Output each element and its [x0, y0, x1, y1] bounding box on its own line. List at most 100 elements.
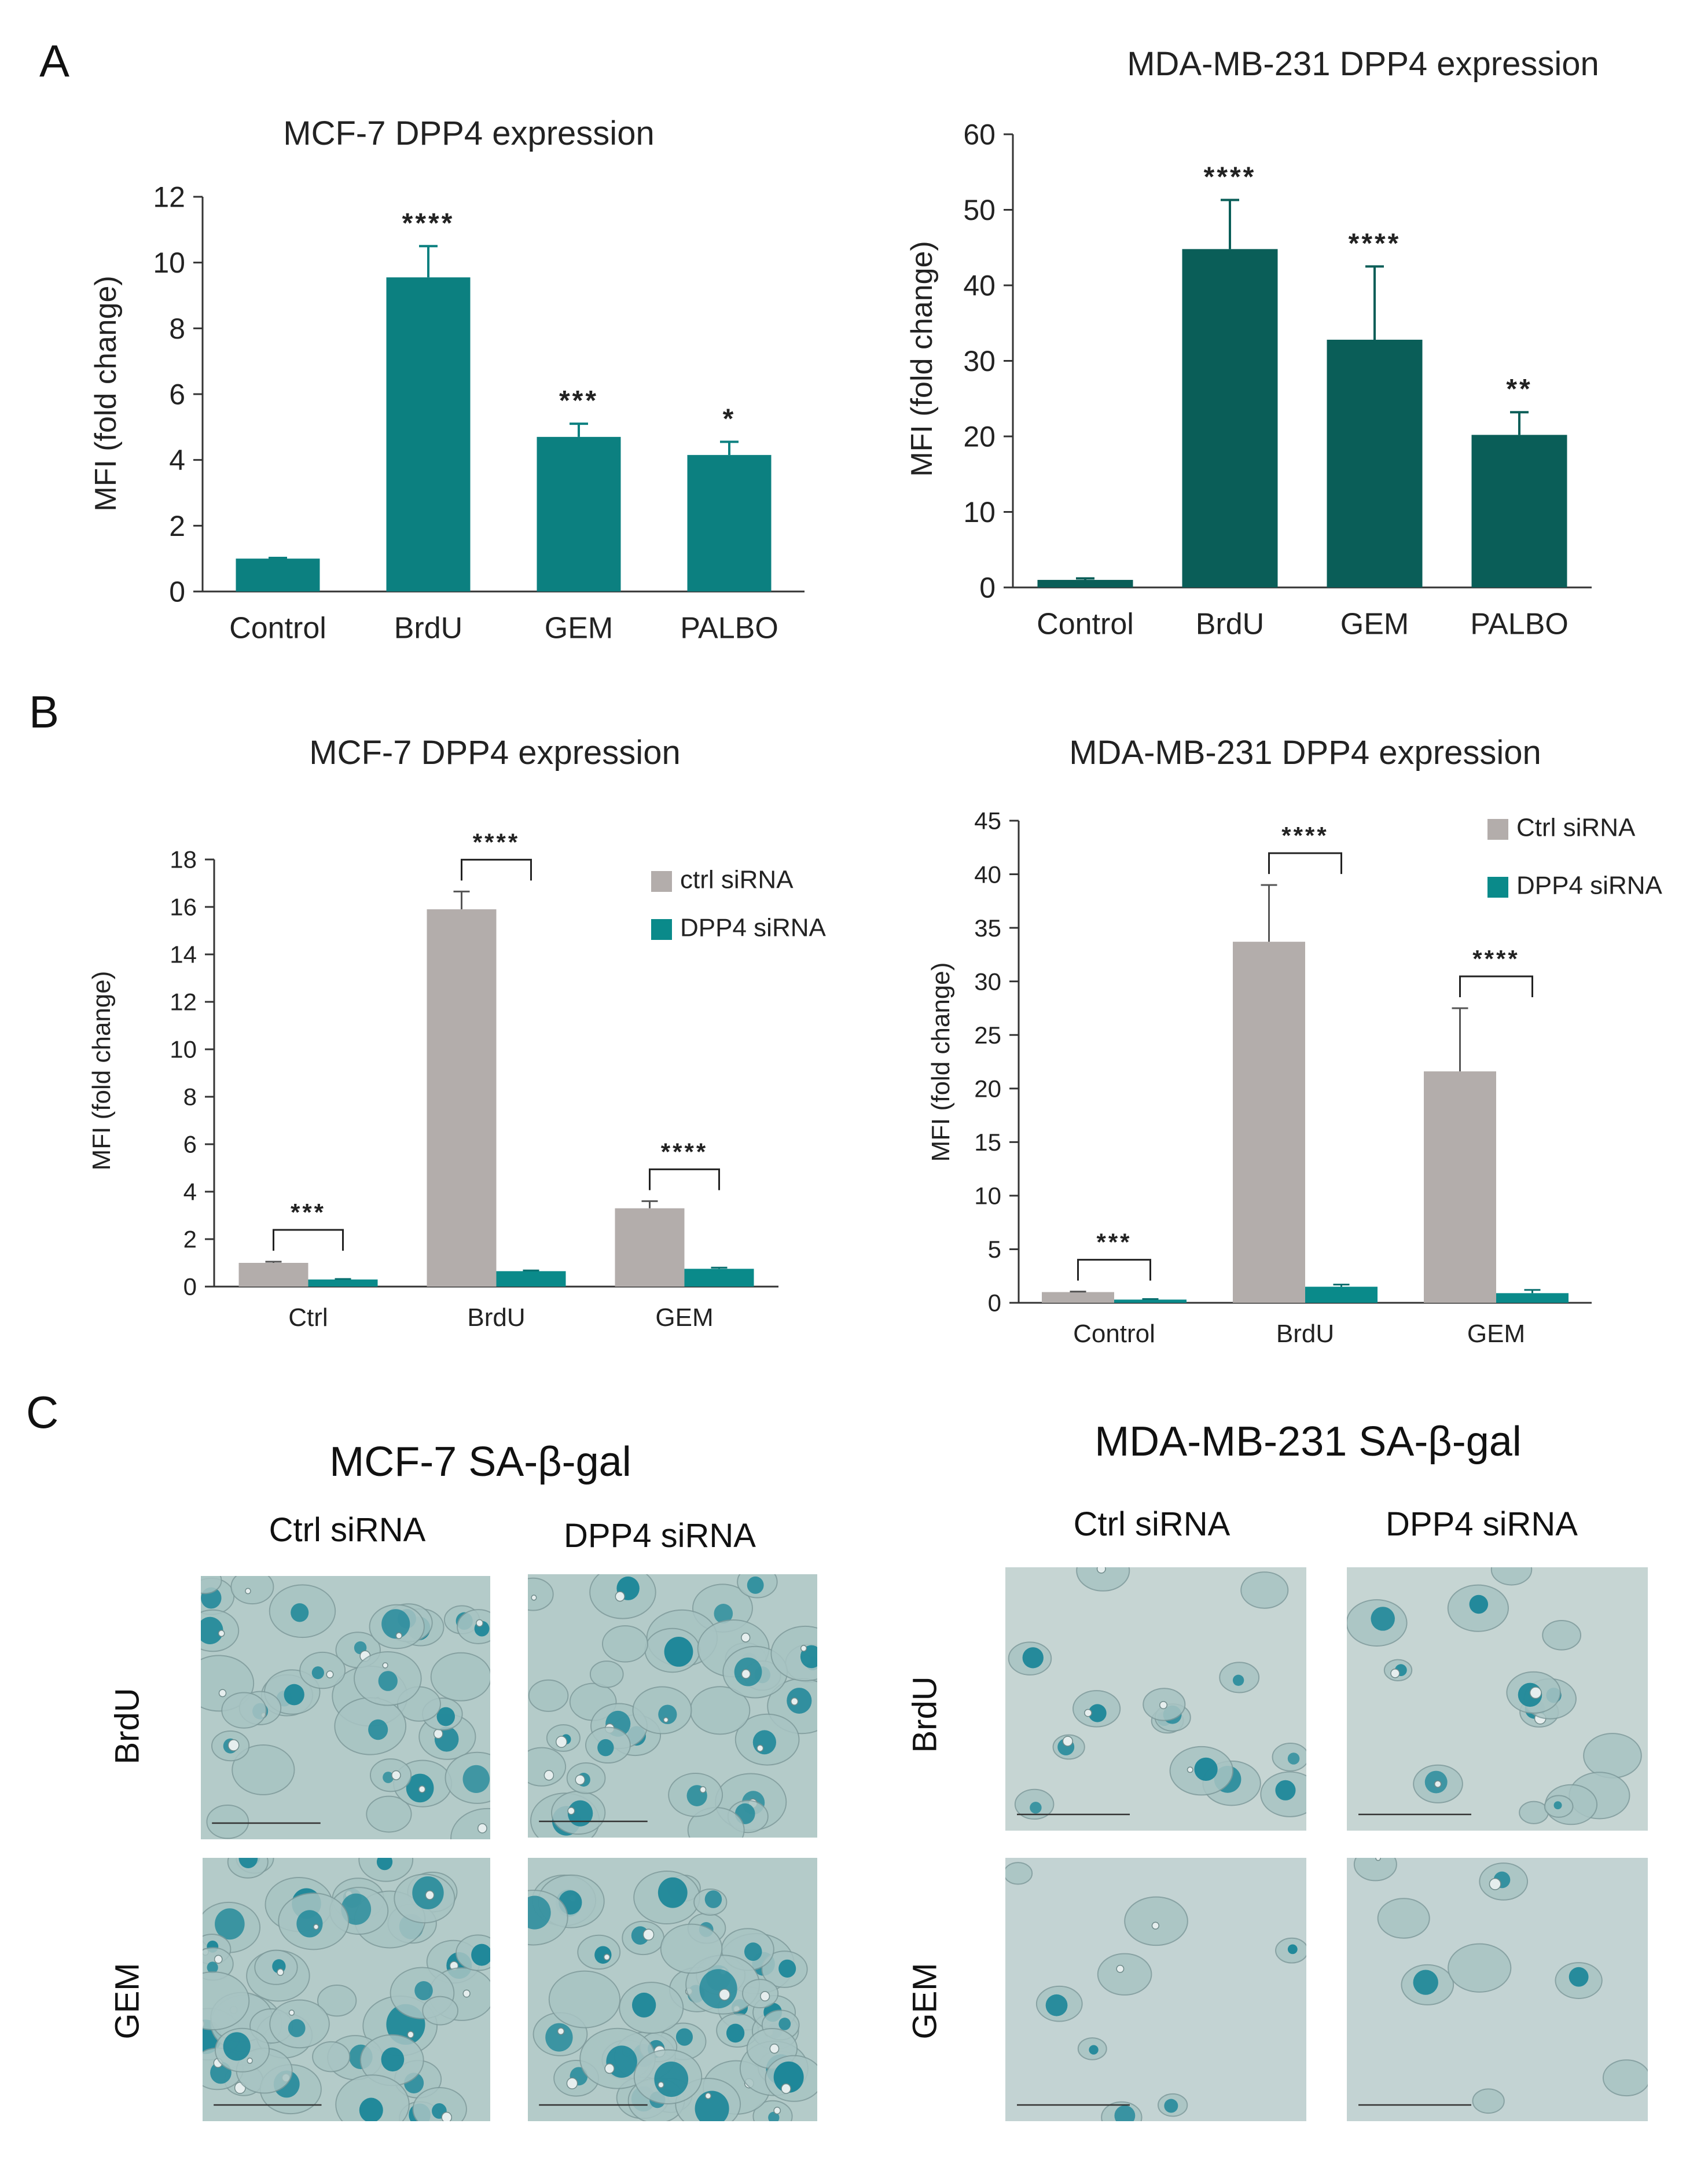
significance-label-gem: ****	[661, 1138, 708, 1165]
stain-spot	[778, 1959, 796, 1978]
vacuole	[227, 1739, 240, 1751]
bar-ctrl-sirna-brdu	[1233, 942, 1305, 1303]
micrograph-mcf7-brdu-ctrl	[201, 1576, 490, 1839]
y-tick-label: 10	[974, 1182, 1001, 1210]
stain-spot	[528, 1895, 551, 1930]
significance-label-brdu: ****	[1281, 822, 1328, 849]
cell-body	[1472, 2088, 1505, 2114]
bar-dpp4-sirna-ctrl	[308, 1279, 378, 1287]
vacuole	[477, 1823, 487, 1834]
cell-body	[312, 2041, 351, 2073]
bar-ctrl-sirna-ctrl	[238, 1263, 308, 1287]
significance-bracket-gem	[1459, 975, 1533, 997]
stain-spot	[1089, 2045, 1099, 2055]
micrograph-mda-brdu-ctrl	[1005, 1567, 1306, 1831]
stain-spot	[1232, 1674, 1244, 1686]
x-tick-label-control: Control	[1073, 1320, 1155, 1348]
x-tick-label-gem: GEM	[655, 1303, 713, 1332]
vacuole	[395, 1632, 402, 1640]
vacuole	[760, 1991, 770, 2002]
vacuole	[642, 1928, 655, 1941]
cell-body	[230, 1576, 274, 1605]
stain-spot	[658, 1877, 688, 1908]
chart-a-mcf7: MCF-7 DPP4 expression MFI (fold change) 0 2…	[89, 115, 805, 645]
y-tick-label: 6	[183, 1131, 197, 1158]
cell-body	[1448, 1943, 1512, 1993]
micrograph-title-mcf7: MCF-7 SA-β-gal	[329, 1439, 631, 1485]
stain-spot	[699, 1969, 737, 2009]
stain-spot	[654, 2061, 689, 2097]
legend-label-ctrl-sirna: ctrl siRNA	[680, 866, 794, 894]
stain-spot	[567, 1800, 593, 1827]
significance-label-brdu: ****	[1204, 162, 1257, 193]
bar-ctrl-sirna-gem	[1424, 1071, 1496, 1303]
vacuole	[663, 1717, 669, 1723]
stain-spot	[664, 1637, 693, 1667]
y-tick-label: 40	[974, 861, 1001, 888]
y-tick-label: 0	[183, 1273, 197, 1300]
vacuole	[769, 2044, 780, 2054]
x-tick-label-gem: GEM	[1340, 608, 1409, 641]
stain-spot	[1371, 1607, 1395, 1631]
vacuole	[245, 1588, 251, 1594]
micrograph-mda-gem-ctrl	[1005, 1858, 1306, 2121]
legend-label-dpp4-sirna: DPP4 siRNA	[680, 914, 826, 942]
micrograph-mcf7-brdu-dpp4	[528, 1574, 817, 1838]
legend-swatch-dpp4-sirna	[1487, 877, 1508, 898]
legend-swatch-dpp4-sirna	[651, 919, 672, 940]
y-tick-label: 10	[170, 1036, 197, 1063]
bar-dpp4-sirna-brdu	[1305, 1287, 1378, 1303]
stain-spot	[436, 1707, 456, 1726]
y-tick-label: 0	[169, 576, 185, 608]
y-tick-label: 20	[963, 421, 996, 453]
vacuole	[575, 1774, 586, 1785]
vacuole	[567, 1807, 575, 1815]
chart-title: MDA-MB-231 DPP4 expression	[1127, 45, 1599, 83]
cell-body	[1602, 2059, 1648, 2097]
row-label-gem-mcf7: GEM	[108, 1963, 146, 2040]
legend-swatch-ctrl-sirna	[1487, 819, 1508, 840]
vacuole	[557, 2027, 565, 2036]
vacuole	[566, 2077, 578, 2089]
bar-ctrl-sirna-gem	[615, 1208, 685, 1287]
vacuole	[1187, 1766, 1193, 1773]
cell-body	[660, 1923, 723, 1974]
vacuole	[407, 2031, 414, 2038]
vacuole	[218, 1630, 225, 1637]
y-tick-label: 18	[170, 846, 197, 873]
y-tick-label: 60	[963, 119, 996, 151]
bar-palbo	[1471, 435, 1567, 587]
vacuole	[1390, 1669, 1400, 1678]
cell-body	[366, 1795, 412, 1833]
significance-bracket-control	[1077, 1259, 1151, 1281]
y-tick-label: 5	[988, 1236, 1001, 1263]
significance-label-brdu: ****	[473, 828, 520, 855]
vacuole	[382, 1662, 388, 1669]
vacuole	[741, 1633, 751, 1643]
stain-spot	[1287, 1944, 1298, 1954]
y-tick-label: 0	[979, 572, 996, 604]
vacuole	[756, 1744, 764, 1752]
stain-spot	[545, 2023, 573, 2052]
significance-label-ctrl: ***	[291, 1199, 326, 1226]
x-tick-label-gem: GEM	[545, 612, 613, 645]
vacuole	[556, 1736, 568, 1748]
y-tick-label: 10	[153, 247, 185, 279]
cell-body	[752, 2100, 793, 2121]
stain-spot	[631, 1992, 656, 2018]
vacuole	[326, 1670, 334, 1678]
column-label-dpp4-sirna-mcf7: DPP4 siRNA	[564, 1517, 756, 1555]
vacuole	[1434, 1780, 1442, 1788]
cell-body	[602, 1625, 648, 1663]
micrograph-mcf7-gem-ctrl	[203, 1858, 490, 2121]
vacuole	[603, 1953, 611, 1961]
x-tick-label-control: Control	[229, 612, 326, 645]
vacuole	[531, 1594, 537, 1601]
stain-spot	[291, 1603, 309, 1622]
stain-spot	[238, 1858, 258, 1868]
y-axis-label: MFI (fold change)	[905, 241, 939, 477]
vacuole	[1529, 1687, 1542, 1699]
significance-label-palbo: *	[723, 403, 736, 434]
cell-body	[317, 1984, 357, 2017]
y-tick-label: 40	[963, 270, 996, 302]
